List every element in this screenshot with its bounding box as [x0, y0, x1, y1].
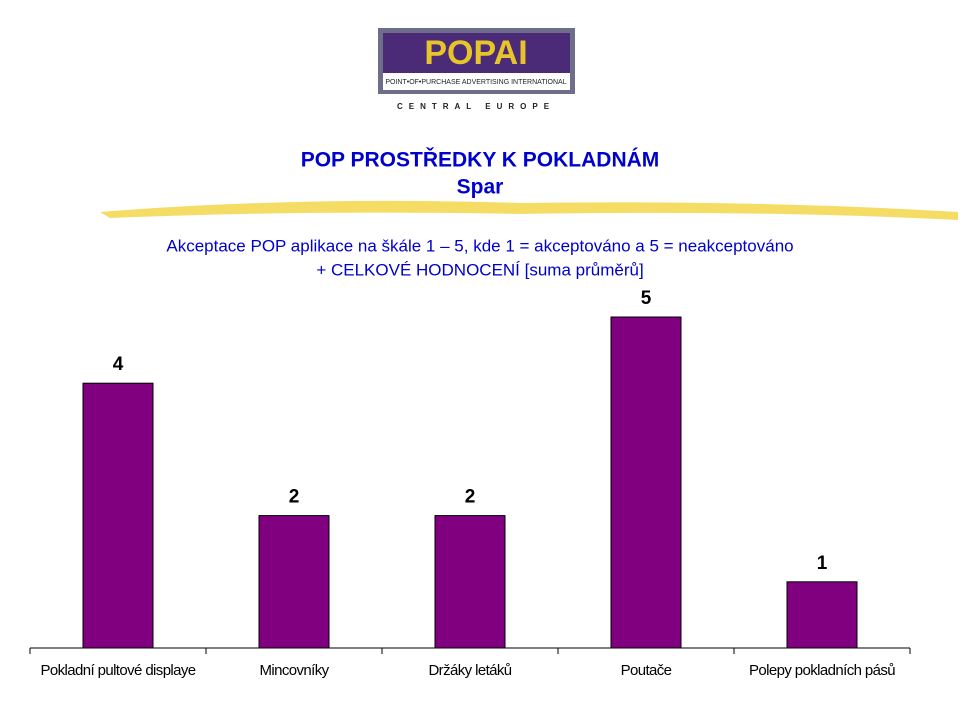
- x-tick-label: Pokladní pultové displaye: [40, 662, 195, 679]
- x-tick-label: Mincovníky: [259, 662, 329, 679]
- logo-region: CENTRAL EUROPE: [397, 102, 555, 111]
- data-label: 5: [641, 288, 652, 309]
- swoosh: [100, 200, 958, 220]
- logo-tagline: POINT•OF•PURCHASE ADVERTISING INTERNATIO…: [385, 79, 566, 86]
- bar: [258, 515, 330, 649]
- chart-title: POP PROSTŘEDKY K POKLADNÁM: [301, 148, 660, 172]
- logo: POPAI POINT•OF•PURCHASE ADVERTISING INTE…: [378, 28, 575, 111]
- x-tick-label: Poutače: [621, 662, 672, 679]
- x-tick-label: Držáky letáků: [428, 662, 511, 679]
- logo-strip: [383, 73, 570, 90]
- data-label: 1: [817, 553, 828, 574]
- data-label: 2: [289, 487, 300, 508]
- bar: [786, 581, 858, 649]
- bar: [82, 382, 154, 649]
- description: + CELKOVÉ HODNOCENÍ [suma průměrů]: [316, 260, 643, 279]
- logo-band: [383, 33, 570, 73]
- chart-subtitle: Spar: [457, 176, 504, 199]
- x-tick-label: Polepy pokladních pásů: [749, 662, 895, 679]
- bar: [434, 515, 506, 649]
- data-label: 2: [465, 487, 476, 508]
- data-label: 4: [113, 354, 124, 375]
- logo-name: POPAI: [424, 34, 527, 72]
- bar: [610, 316, 682, 649]
- description: Akceptace POP aplikace na škále 1 – 5, k…: [166, 236, 793, 255]
